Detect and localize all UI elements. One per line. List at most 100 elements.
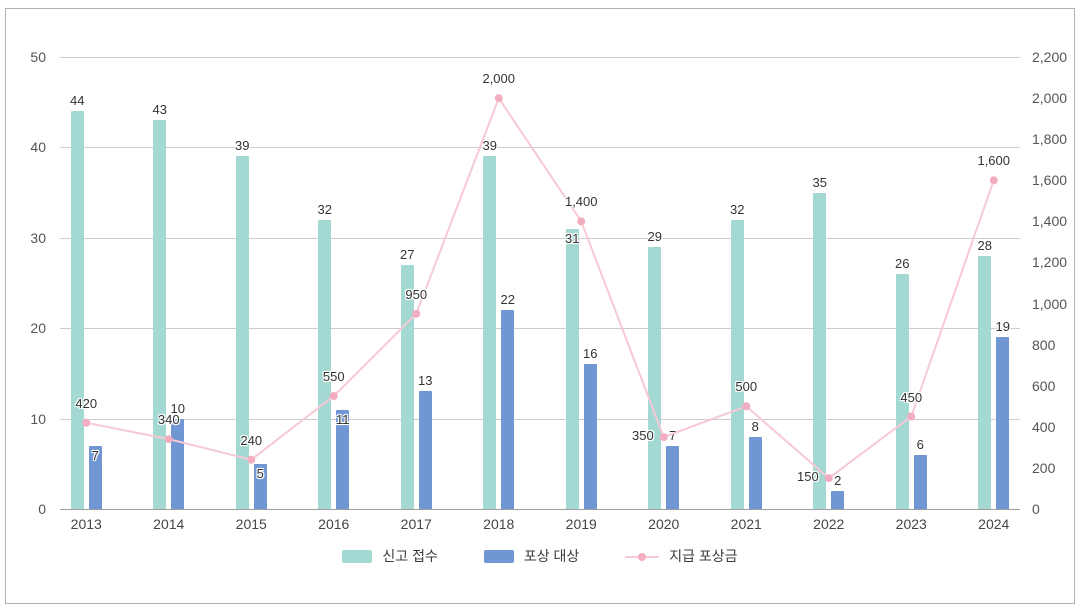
legend-item-reports: 신고 접수 <box>342 548 438 564</box>
payout-value-label: 150 <box>797 469 819 485</box>
x-axis-tick: 2018 <box>483 516 515 532</box>
bar-value-label: 29 <box>647 228 662 244</box>
grid-line <box>60 147 1020 149</box>
x-axis-tick: 2020 <box>648 516 680 532</box>
rewarded-swatch-icon <box>483 549 514 563</box>
right-axis-tick: 200 <box>1032 459 1056 476</box>
grid-line <box>60 418 1020 420</box>
bar-value-label: 28 <box>977 237 992 253</box>
grid-line <box>60 237 1020 239</box>
reports-bar <box>565 228 579 509</box>
bar-value-label: 2 <box>834 472 842 488</box>
bar-value-label: 13 <box>418 373 433 389</box>
legend-label-reports: 신고 접수 <box>382 548 438 564</box>
payout-line-swatch-icon <box>625 550 660 563</box>
bar-value-label: 8 <box>751 418 759 434</box>
bar-value-label: 27 <box>400 246 415 262</box>
rewarded-bar <box>501 310 515 509</box>
legend-label-payout: 지급 포상금 <box>669 548 738 564</box>
right-axis-tick: 1,400 <box>1032 213 1068 230</box>
legend-item-payout: 지급 포상금 <box>625 548 738 564</box>
reports-bar <box>648 246 662 509</box>
payout-point <box>577 217 586 226</box>
bar-value-label: 11 <box>336 411 350 427</box>
right-axis-tick: 0 <box>1032 501 1040 517</box>
x-axis-line <box>60 509 1020 510</box>
payout-point <box>989 176 998 185</box>
rewarded-bar <box>831 490 845 509</box>
x-axis-tick: 2019 <box>565 516 597 532</box>
right-axis-tick: 1,200 <box>1032 254 1068 271</box>
reports-bar <box>813 192 827 509</box>
payout-value-label: 450 <box>900 389 923 405</box>
payout-value-label: 550 <box>322 369 345 384</box>
right-axis-tick: 600 <box>1032 377 1056 394</box>
reports-bar <box>318 219 332 509</box>
reports-bar <box>978 255 992 509</box>
left-axis-tick: 0 <box>38 501 46 517</box>
rewarded-bar <box>913 454 927 509</box>
right-axis-tick: 1,600 <box>1032 172 1068 189</box>
bar-value-label: 44 <box>70 93 85 109</box>
x-axis-tick: 2017 <box>400 516 432 532</box>
right-axis-tick: 2,200 <box>1032 49 1068 65</box>
reports-bar <box>730 219 744 509</box>
bar-value-label: 39 <box>235 138 250 154</box>
x-axis-tick: 2024 <box>978 516 1010 532</box>
payout-value-label: 950 <box>405 286 428 302</box>
bar-value-label: 43 <box>152 102 167 118</box>
x-axis-tick: 2022 <box>813 516 845 532</box>
bar-value-label: 39 <box>482 138 497 154</box>
payout-value-label: 420 <box>75 395 98 411</box>
grid-line <box>60 328 1020 330</box>
x-axis-tick: 2013 <box>70 516 102 532</box>
legend-label-rewarded: 포상 대상 <box>523 548 580 564</box>
bar-value-label: 6 <box>916 436 924 452</box>
x-axis-tick: 2014 <box>153 516 185 532</box>
reports-bar <box>483 156 497 509</box>
left-axis-tick: 40 <box>30 139 46 156</box>
payout-value-label: 500 <box>735 379 758 395</box>
right-axis-tick: 1,000 <box>1032 295 1068 312</box>
x-axis-tick: 2016 <box>318 516 350 532</box>
bar-value-label: 35 <box>812 174 827 190</box>
left-axis-tick: 30 <box>30 229 46 246</box>
left-axis-tick: 10 <box>30 410 46 427</box>
right-axis-tick: 2,000 <box>1032 90 1068 107</box>
left-axis-tick: 20 <box>30 320 46 337</box>
payout-value-label: 340 <box>157 412 180 428</box>
payout-value-label: 240 <box>240 432 263 448</box>
bar-value-label: 5 <box>256 465 264 481</box>
payout-value-label: 350 <box>632 428 654 444</box>
rewarded-bar <box>996 337 1010 509</box>
rewarded-bar <box>418 391 432 509</box>
bar-value-label: 26 <box>895 255 910 271</box>
payout-value-label: 1,600 <box>977 153 1011 169</box>
x-axis-tick: 2021 <box>730 516 762 532</box>
bar-value-label: 32 <box>317 201 332 217</box>
bar-value-label: 22 <box>500 292 515 308</box>
payout-point <box>494 94 503 103</box>
chart-legend: 신고 접수 포상 대상 지급 포상금 <box>0 548 1080 564</box>
bar-value-label: 32 <box>730 201 745 217</box>
right-axis-tick: 400 <box>1032 418 1056 435</box>
rewarded-bar <box>666 445 680 509</box>
bar-value-label: 16 <box>583 346 598 362</box>
reports-bar <box>70 111 84 509</box>
bar-value-label: 7 <box>91 447 99 463</box>
reports-bar <box>235 156 249 509</box>
reports-bar <box>153 120 167 509</box>
right-axis-tick: 800 <box>1032 336 1056 353</box>
x-axis-tick: 2015 <box>235 516 267 532</box>
bar-value-label: 19 <box>995 319 1010 335</box>
bar-value-label: 31 <box>565 230 580 246</box>
rewarded-bar <box>171 418 185 509</box>
left-axis-tick: 50 <box>30 49 46 65</box>
x-axis-tick: 2023 <box>895 516 927 532</box>
payout-value-label: 2,000 <box>482 71 516 87</box>
legend-item-rewarded: 포상 대상 <box>483 548 580 564</box>
payout-value-label: 1,400 <box>564 194 598 210</box>
bar-value-label: 7 <box>669 427 677 443</box>
right-axis-tick: 1,800 <box>1032 131 1068 148</box>
